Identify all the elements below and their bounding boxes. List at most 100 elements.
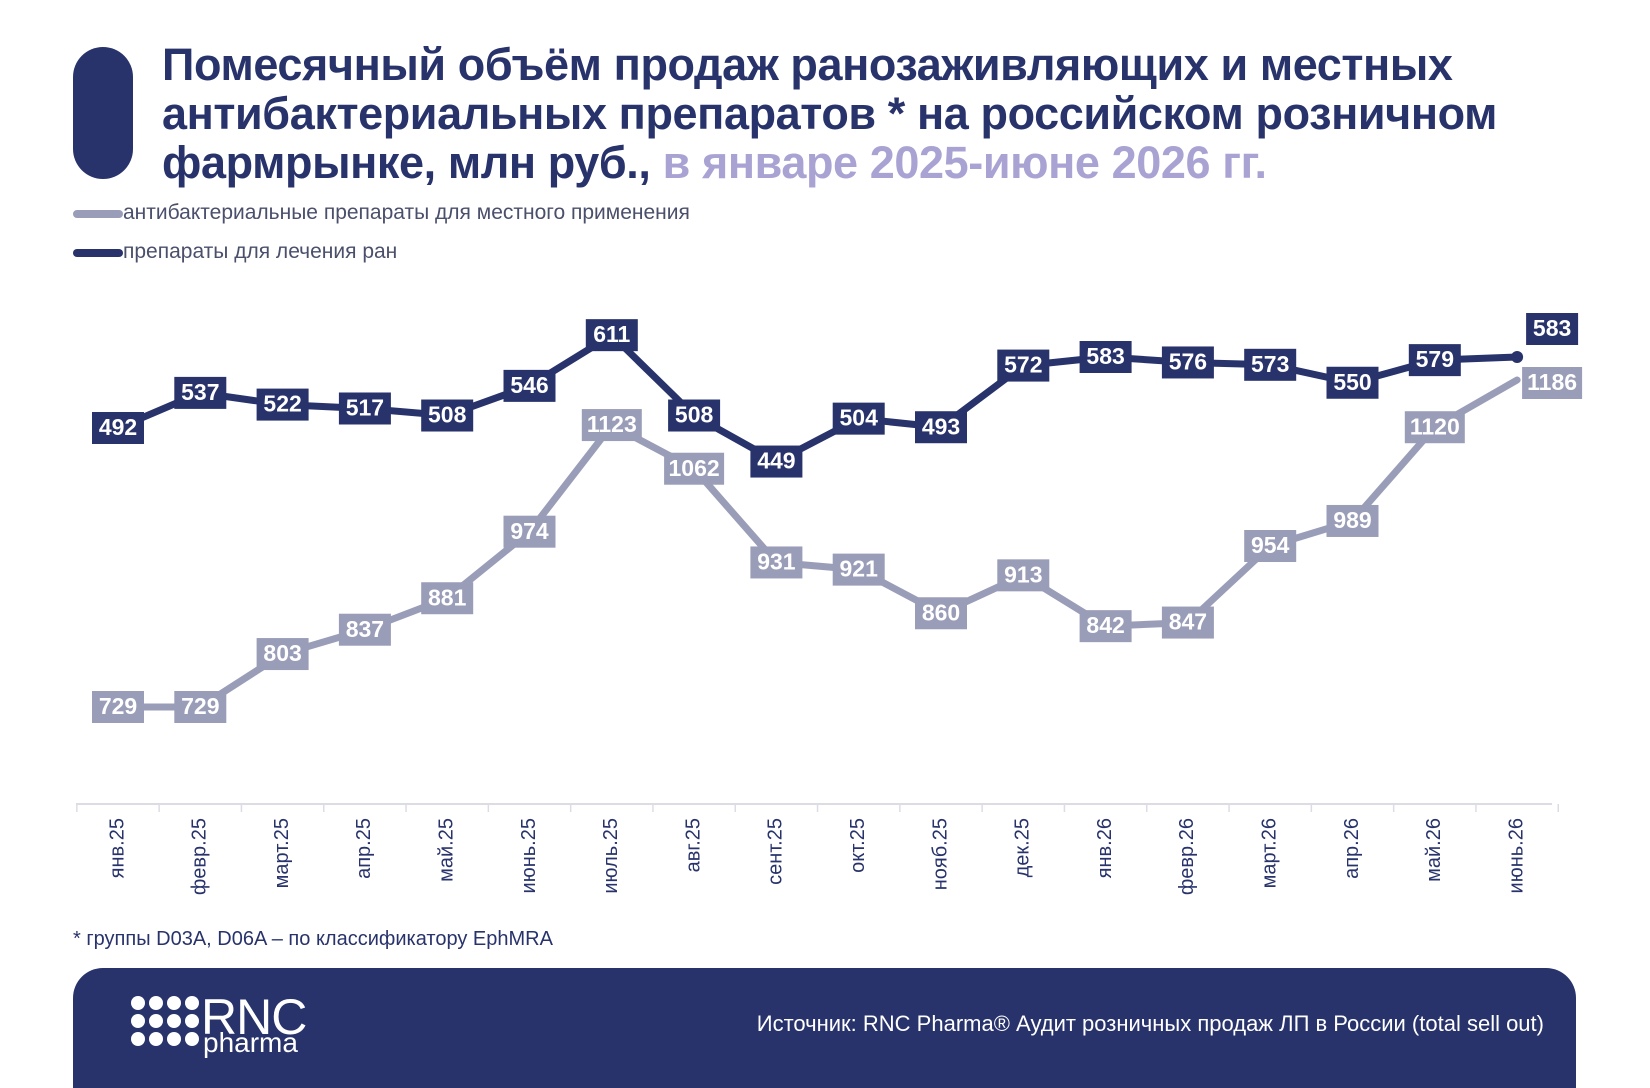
data-label-box [421, 399, 474, 432]
data-label-box [1079, 610, 1132, 643]
legend-label-antibacterial: антибактериальные препараты для местного… [123, 201, 690, 224]
data-label-box [1079, 341, 1132, 373]
source-note: Источник: RNC Pharma® Аудит розничных пр… [756, 1011, 1544, 1036]
title-main: Помесячный объём продаж ранозаживляющих … [162, 39, 1498, 188]
data-label-box [997, 349, 1050, 382]
footer-bar: RNC pharma Источник: RNC Pharma® Аудит р… [73, 968, 1576, 1088]
data-label: 611 [593, 321, 630, 347]
data-label: 492 [99, 414, 137, 440]
x-tick-label: сент.25 [765, 818, 787, 885]
data-label: 954 [1251, 532, 1290, 558]
line-chart: янв.25 февр.25 март.25 апр.25 май.25 июнь.25 и… [76, 313, 1583, 895]
data-label-box [421, 582, 474, 615]
footnote: * группы D03A, D06A – по классификатору … [73, 928, 553, 950]
data-label: 1062 [669, 455, 720, 481]
data-label: 504 [840, 405, 879, 431]
x-tick-label: июнь.26 [1505, 818, 1527, 893]
x-tick-label: апр.25 [353, 818, 375, 879]
data-label-box [1244, 530, 1297, 563]
data-label: 576 [1169, 349, 1207, 375]
data-label: 913 [1004, 561, 1042, 587]
data-label: 449 [757, 448, 795, 474]
logo-text-main: RNC [201, 989, 307, 1045]
series-line [114, 331, 1521, 466]
data-label: 517 [346, 395, 384, 421]
data-label-box [668, 399, 721, 432]
data-label: 729 [99, 693, 137, 719]
data-label: 803 [263, 640, 301, 666]
data-label: 579 [1416, 346, 1454, 372]
data-label-box [1408, 344, 1461, 377]
data-label: 931 [757, 549, 796, 575]
data-label: 508 [428, 402, 467, 428]
x-tick-label: янв.25 [106, 818, 128, 878]
data-label: 572 [1004, 352, 1042, 378]
rnc-pharma-logo: RNC pharma [131, 989, 321, 1064]
data-label-box [1326, 504, 1379, 537]
data-label: 508 [675, 402, 714, 428]
data-label-box [915, 411, 967, 444]
data-label-box [832, 553, 885, 586]
data-label-box [664, 452, 725, 485]
data-label: 583 [1533, 315, 1571, 341]
data-label-box [1526, 313, 1579, 345]
data-label: 1186 [1527, 369, 1577, 395]
series-end-marker [1511, 351, 1524, 363]
x-tick-label: май.26 [1423, 818, 1445, 882]
data-label-box [174, 376, 227, 409]
data-label: 881 [428, 584, 467, 610]
data-label: 729 [181, 693, 219, 719]
x-tick-label: авг.25 [682, 818, 704, 872]
x-tick-label: март.26 [1258, 818, 1280, 888]
data-label: 573 [1251, 351, 1289, 377]
data-label-box [585, 319, 638, 352]
x-tick-label: окт.25 [847, 818, 869, 873]
data-label-box [1161, 346, 1214, 379]
title-accent-pill [73, 47, 133, 179]
data-label: 1123 [587, 411, 637, 437]
logo-text-sub: pharma [203, 1027, 298, 1058]
data-label-box [1404, 411, 1465, 444]
data-label-box [1161, 606, 1214, 639]
x-tick-label: март.25 [271, 818, 293, 888]
x-tick-label: февр.25 [189, 818, 211, 895]
data-label-box [1244, 348, 1297, 381]
data-label-box [750, 546, 803, 579]
x-tick-label: июнь.25 [518, 818, 540, 893]
data-label: 550 [1333, 369, 1371, 395]
data-label: 583 [1086, 343, 1124, 369]
data-label-box [92, 412, 144, 444]
title-period: в январе 2025-июне 2026 гг. [662, 137, 1267, 188]
data-label-box [338, 613, 391, 646]
data-label-box [256, 638, 309, 671]
data-label-box [256, 388, 309, 421]
legend-swatch-antibacterial [73, 210, 123, 218]
x-tick-label: янв.26 [1094, 818, 1116, 878]
data-label: 522 [263, 391, 301, 417]
chart-title: Помесячный объём продаж ранозаживляющих … [162, 40, 1622, 187]
data-label: 546 [510, 372, 548, 398]
x-tick-label: февр.26 [1176, 818, 1198, 895]
legend-label-wound: препараты для лечения ран [123, 240, 398, 263]
data-label-box [92, 691, 144, 723]
data-label-box [750, 445, 803, 478]
data-label: 837 [346, 616, 384, 642]
data-label-box [1326, 366, 1379, 399]
x-tick-label: июль.25 [600, 818, 622, 894]
data-label: 989 [1333, 507, 1371, 533]
data-label: 842 [1086, 612, 1124, 638]
data-label: 493 [922, 413, 960, 439]
x-tick-label: май.25 [435, 818, 457, 882]
data-label-box [915, 597, 967, 630]
data-label: 1120 [1410, 413, 1460, 439]
x-tick-label: дек.25 [1012, 818, 1034, 877]
series-line [114, 376, 1521, 711]
data-label: 974 [510, 518, 549, 544]
data-label-box [174, 691, 227, 723]
data-label-box [1522, 367, 1583, 399]
data-label-box [581, 409, 642, 442]
data-label: 860 [922, 599, 960, 625]
data-label-box [832, 402, 885, 435]
x-tick-label: апр.26 [1341, 818, 1363, 879]
data-label-box [997, 559, 1050, 592]
